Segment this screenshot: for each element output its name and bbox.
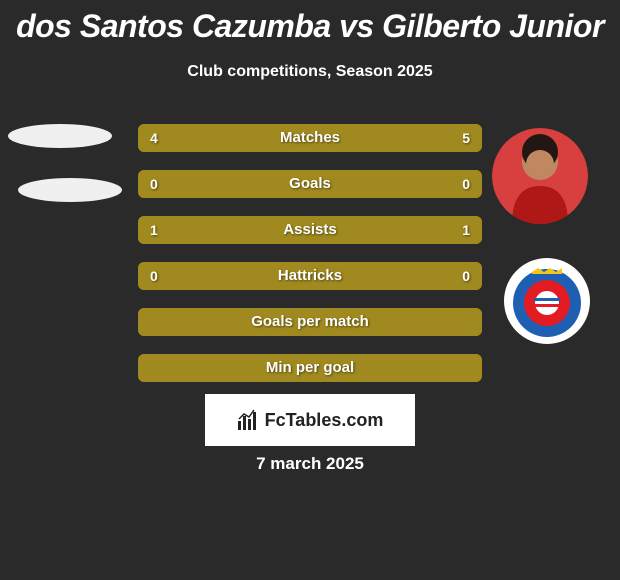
stat-label: Goals per match — [138, 308, 482, 336]
stat-value-right: 0 — [462, 170, 470, 198]
stat-row-hattricks: Hattricks0 0 — [138, 262, 482, 290]
watermark: FcTables.com — [205, 394, 415, 446]
stat-row-goals: Goals0 0 — [138, 170, 482, 198]
player2-club-badge — [504, 258, 590, 344]
player2-photo — [492, 128, 588, 224]
stat-row-min-per-goal: Min per goal — [138, 354, 482, 382]
stat-label: Goals — [138, 170, 482, 198]
player1-placeholder-2 — [18, 178, 122, 202]
stat-label: Min per goal — [138, 354, 482, 382]
watermark-text: FcTables.com — [265, 410, 384, 431]
comparison-date: 7 march 2025 — [0, 454, 620, 474]
stat-value-left: 1 — [150, 216, 158, 244]
stat-row-matches: Matches4 5 — [138, 124, 482, 152]
comparison-subtitle: Club competitions, Season 2025 — [0, 63, 620, 81]
stat-value-left: 0 — [150, 262, 158, 290]
stat-label: Hattricks — [138, 262, 482, 290]
stat-value-left: 4 — [150, 124, 158, 152]
stat-label: Matches — [138, 124, 482, 152]
stat-label: Assists — [138, 216, 482, 244]
stat-value-right: 0 — [462, 262, 470, 290]
comparison-title: dos Santos Cazumba vs Gilberto Junior — [0, 8, 620, 45]
stat-row-assists: Assists1 1 — [138, 216, 482, 244]
stat-value-right: 1 — [462, 216, 470, 244]
stat-row-goals-per-match: Goals per match — [138, 308, 482, 336]
player1-placeholder-1 — [8, 124, 112, 148]
stat-value-left: 0 — [150, 170, 158, 198]
stats-bars: Matches45Goals00Assists11Hattricks00Goal… — [138, 124, 482, 400]
stat-value-right: 5 — [462, 124, 470, 152]
